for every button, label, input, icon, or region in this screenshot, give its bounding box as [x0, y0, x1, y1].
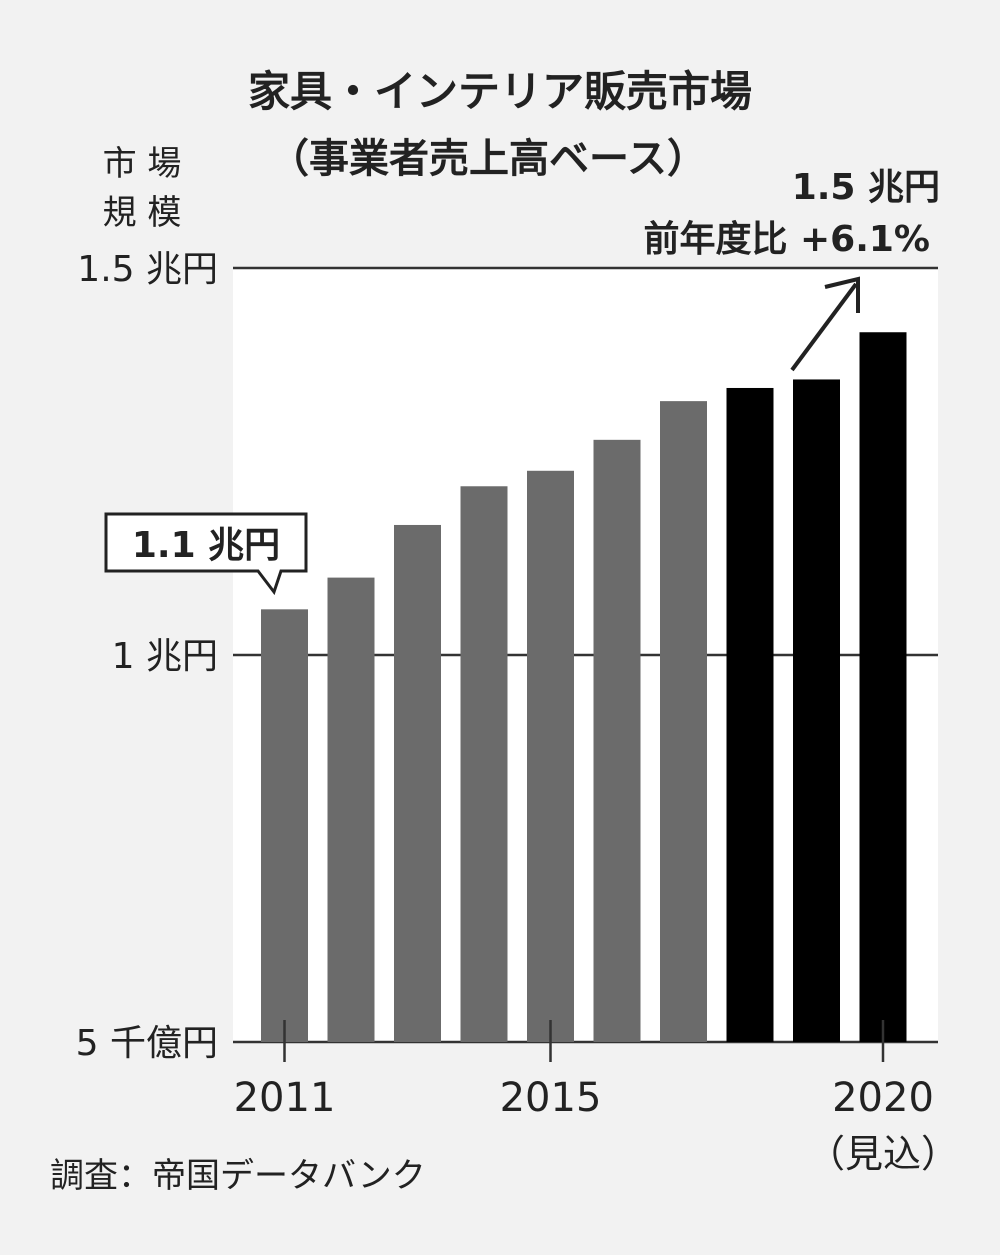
y-tick-label: 5 千億円 — [76, 1023, 218, 1064]
bar-2018 — [726, 387, 774, 1043]
callout-box — [104, 512, 308, 596]
bar-2015 — [527, 470, 574, 1043]
chart-subtitle: （事業者売上高ベース） — [269, 136, 707, 182]
x-tick-sublabel: （見込） — [807, 1132, 959, 1176]
bar-2016 — [593, 439, 641, 1042]
bars — [261, 332, 907, 1043]
bar-2020 — [859, 332, 907, 1042]
bar-2013 — [394, 524, 441, 1042]
bar-2011 — [261, 609, 308, 1042]
y-axis-label-line-2: 規 模 — [103, 193, 182, 233]
growth-arrow — [790, 276, 860, 372]
y-tick-label: 1.5 兆円 — [77, 249, 218, 290]
bar-2019 — [793, 379, 840, 1042]
x-tick-label: 2011 — [234, 1075, 336, 1121]
x-tick-label: 2015 — [500, 1075, 602, 1121]
annotation-value: 1.5 兆円 — [792, 167, 940, 208]
bar-2017 — [660, 401, 707, 1042]
bar-2014 — [460, 486, 508, 1042]
x-ticks: 2011 2015 2020 （見込） — [234, 1020, 959, 1176]
chart-title: 家具・インテリア販売市場 — [248, 67, 752, 116]
x-tick-label: 2020 — [832, 1075, 934, 1121]
source-note: 調査：帝国データバンク — [50, 1156, 426, 1196]
callout-2011: 1.1 兆円 — [104, 512, 308, 596]
y-axis-label-line-1: 市 場 — [103, 144, 182, 184]
y-tick-label: 1 兆円 — [112, 636, 218, 677]
callout-label: 1.1 兆円 — [132, 525, 280, 566]
annotation-growth: 前年度比 +6.1% — [643, 219, 930, 260]
bar-2012 — [327, 577, 375, 1042]
